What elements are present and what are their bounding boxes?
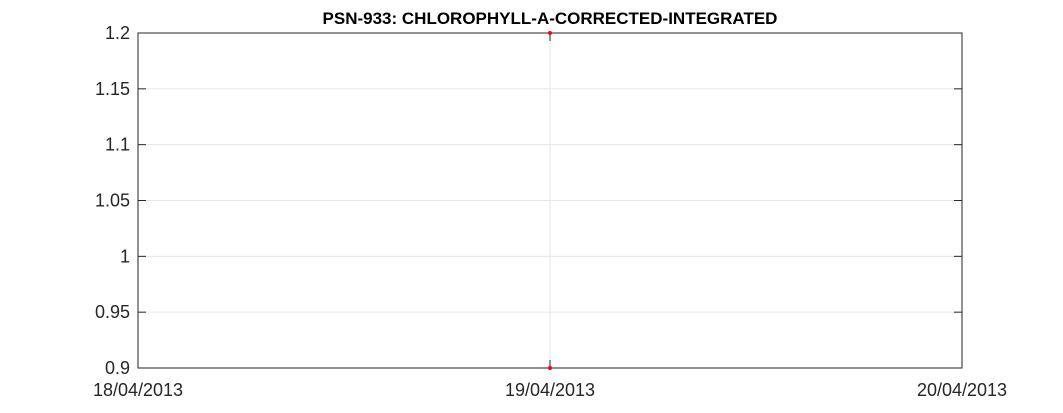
x-tick-label: 19/04/2013	[505, 380, 595, 400]
grid	[137, 32, 963, 369]
chart-title: PSN-933: CHLOROPHYLL-A-CORRECTED-INTEGRA…	[323, 9, 778, 28]
y-tick-label: 1	[120, 246, 130, 266]
y-tick-label: 1.05	[95, 191, 130, 211]
y-tick-label: 0.95	[95, 302, 130, 322]
data-point	[548, 31, 552, 35]
x-tick-label: 20/04/2013	[917, 380, 1007, 400]
data-points	[548, 31, 552, 370]
y-tick-label: 1.1	[105, 135, 130, 155]
x-tick-label: 18/04/2013	[93, 380, 183, 400]
y-tick-label: 1.15	[95, 79, 130, 99]
y-tick-label: 1.2	[105, 23, 130, 43]
data-point	[548, 366, 552, 370]
y-tick-label: 0.9	[105, 358, 130, 378]
axis-ticks: 0.9 0.95 1 1.05 1.1 1.15 1.2 18/04/2013 19/04/20…	[93, 23, 1007, 400]
